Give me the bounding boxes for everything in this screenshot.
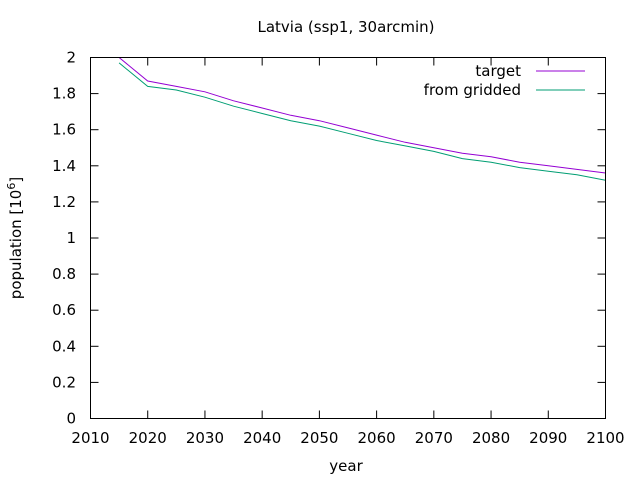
y-tick-labels: 0 0.2 0.4 0.6 0.8 1 1.2 1.4 1.6 1.8 2: [52, 49, 76, 428]
y-tick-label: 1.4: [52, 157, 76, 175]
x-tick-label: 2090: [529, 429, 567, 447]
y-tick-label: 0.6: [52, 301, 76, 319]
series-lines: [118, 57, 606, 181]
x-tick-labels: 2010 2020 2030 2040 2050 2060 2070 2080 2090 2100: [71, 429, 624, 447]
x-tick-label: 2100: [586, 429, 624, 447]
x-tick-label: 2010: [71, 429, 109, 447]
y-tick-label: 1: [66, 229, 76, 247]
y-tick-label: 0.8: [52, 265, 76, 283]
tick-marks: [90, 57, 606, 419]
legend: target from gridded: [424, 62, 585, 99]
x-tick-label: 2030: [186, 429, 224, 447]
y-tick-label: 1.2: [52, 193, 76, 211]
series-line-from-gridded: [118, 62, 606, 181]
chart-title: Latvia (ssp1, 30arcmin): [257, 18, 434, 36]
x-tick-label: 2050: [300, 429, 338, 447]
x-tick-label: 2070: [415, 429, 453, 447]
y-axis-label-exponent: 6: [5, 183, 18, 190]
y-tick-label: 1.6: [52, 121, 76, 139]
series-line-target: [118, 57, 606, 174]
x-tick-label: 2020: [129, 429, 167, 447]
x-axis-label: year: [329, 457, 363, 475]
x-tick-label: 2060: [358, 429, 396, 447]
y-tick-label: 1.8: [52, 85, 76, 103]
y-tick-label: 0.4: [52, 337, 76, 355]
plot-frame: [90, 57, 606, 419]
y-axis-label-main: population [10: [7, 190, 25, 300]
legend-label-from-gridded: from gridded: [424, 81, 521, 99]
y-axis-label-close: ]: [7, 177, 25, 183]
x-tick-label: 2080: [472, 429, 510, 447]
legend-label-target: target: [475, 62, 521, 80]
x-tick-label: 2040: [243, 429, 281, 447]
y-tick-label: 0.2: [52, 373, 76, 391]
y-tick-label: 2: [66, 49, 76, 67]
y-axis-label: population [106]: [5, 177, 25, 299]
y-tick-label: 0: [66, 410, 76, 428]
